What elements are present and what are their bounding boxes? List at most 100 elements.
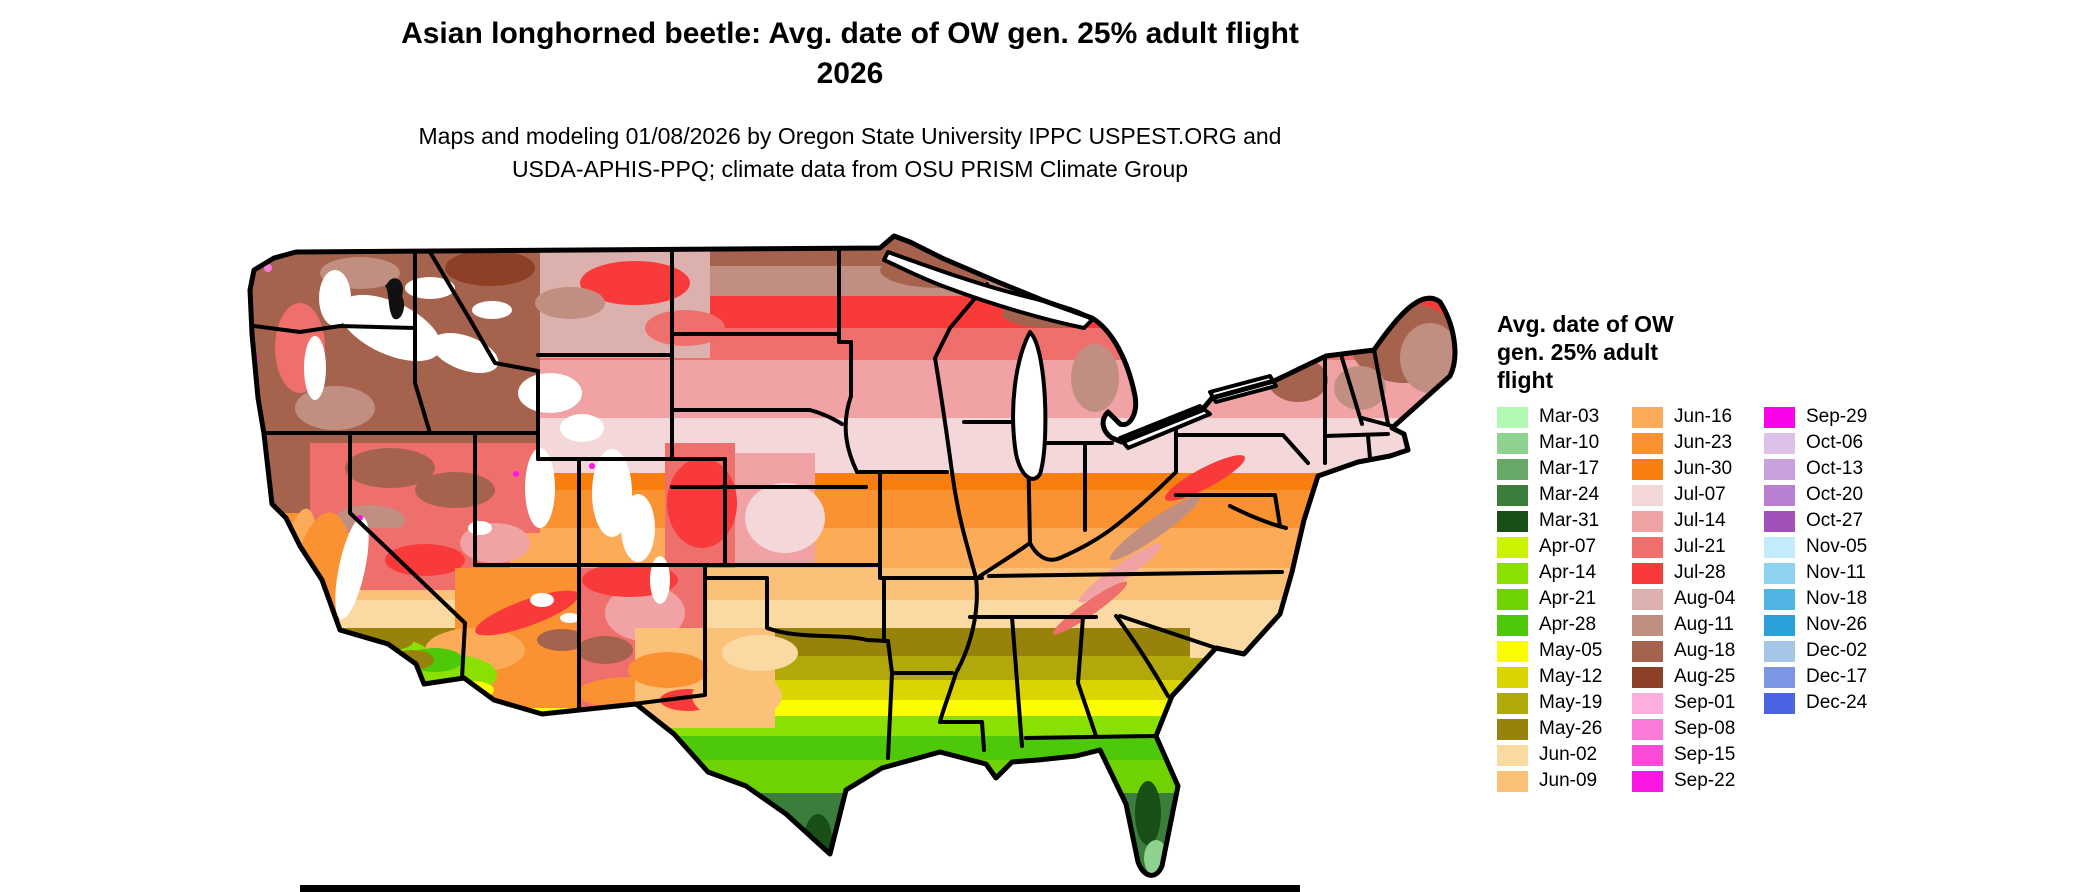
legend-item: Nov-05 — [1764, 534, 1896, 560]
legend-swatch — [1632, 536, 1663, 558]
legend-swatch — [1632, 718, 1663, 740]
legend-swatch — [1497, 536, 1528, 558]
legend-label: Mar-31 — [1539, 510, 1600, 531]
legend-item: Jun-30 — [1632, 456, 1764, 482]
legend-swatch — [1497, 484, 1528, 506]
legend-swatch — [1632, 484, 1663, 506]
legend-label: Jul-07 — [1674, 484, 1726, 505]
legend-swatch — [1497, 562, 1528, 584]
legend-swatch — [1497, 640, 1528, 662]
legend-swatch — [1497, 770, 1528, 792]
page-title: Asian longhorned beetle: Avg. date of OW… — [0, 14, 1700, 94]
legend-swatch — [1764, 562, 1795, 584]
legend-label: Apr-07 — [1539, 536, 1597, 557]
legend-swatch — [1632, 588, 1663, 610]
legend-item: Apr-21 — [1497, 586, 1629, 612]
legend-item: Sep-15 — [1632, 742, 1764, 768]
legend-item: May-19 — [1497, 690, 1629, 716]
legend-item: Oct-06 — [1764, 430, 1896, 456]
legend-label: Nov-05 — [1806, 536, 1868, 557]
legend-label: Jun-02 — [1539, 744, 1598, 765]
subtitle-line-1: Maps and modeling 01/08/2026 by Oregon S… — [418, 123, 1282, 149]
legend-item: Apr-14 — [1497, 560, 1629, 586]
map-bottom-border — [300, 885, 1300, 892]
legend-item: Aug-25 — [1632, 664, 1764, 690]
legend-item: Aug-11 — [1632, 612, 1764, 638]
legend-swatch — [1632, 562, 1663, 584]
legend-item: Sep-29 — [1764, 404, 1896, 430]
legend-label: Mar-03 — [1539, 406, 1600, 427]
legend-label: Sep-15 — [1674, 744, 1736, 765]
legend-column-3: Sep-29 Oct-06 Oct-13 Oct-20 Oct-27 Nov-05 Nov-… — [1764, 404, 1896, 716]
legend-swatch — [1632, 640, 1663, 662]
legend-label: Jun-16 — [1674, 406, 1733, 427]
legend-title-line-2: gen. 25% adult — [1497, 339, 1659, 365]
legend-swatch — [1764, 588, 1795, 610]
legend-title-line-3: flight — [1497, 367, 1554, 393]
legend-label: May-26 — [1539, 718, 1603, 739]
legend-item: Jul-21 — [1632, 534, 1764, 560]
legend-swatch — [1764, 406, 1795, 428]
legend-swatch — [1764, 614, 1795, 636]
legend-swatch — [1764, 458, 1795, 480]
legend-label: Aug-25 — [1674, 666, 1736, 687]
legend-item: Jun-02 — [1497, 742, 1629, 768]
legend-item: Sep-22 — [1632, 768, 1764, 794]
legend-label: Mar-24 — [1539, 484, 1600, 505]
legend-grid: Mar-03 Mar-10 Mar-17 Mar-24 Mar-31 Apr-07 Apr-… — [1497, 404, 1927, 804]
legend-swatch — [1632, 458, 1663, 480]
us-map — [247, 233, 1458, 878]
legend-label: Oct-27 — [1806, 510, 1864, 531]
legend-item: Aug-04 — [1632, 586, 1764, 612]
legend-label: Sep-01 — [1674, 692, 1736, 713]
legend-swatch — [1632, 614, 1663, 636]
legend-label: Nov-11 — [1806, 562, 1866, 583]
legend-swatch — [1764, 692, 1795, 714]
legend-label: May-05 — [1539, 640, 1603, 661]
legend-label: Jul-21 — [1674, 536, 1726, 557]
us-map-container — [240, 228, 1460, 888]
legend-title-line-1: Avg. date of OW — [1497, 311, 1674, 337]
legend-item: Jun-09 — [1497, 768, 1629, 794]
legend-swatch — [1497, 718, 1528, 740]
legend-item: Nov-18 — [1764, 586, 1896, 612]
legend-label: Jun-30 — [1674, 458, 1733, 479]
lake-superior — [882, 250, 1094, 330]
legend-swatch — [1632, 406, 1663, 428]
legend-item: May-05 — [1497, 638, 1629, 664]
legend-swatch — [1497, 458, 1528, 480]
legend-label: Apr-28 — [1539, 614, 1597, 635]
legend-swatch — [1764, 666, 1795, 688]
legend-label: Apr-21 — [1539, 588, 1597, 609]
subtitle-line-2: USDA-APHIS-PPQ; climate data from OSU PR… — [511, 156, 1189, 182]
legend-label: Sep-08 — [1674, 718, 1736, 739]
legend-label: Sep-22 — [1674, 770, 1736, 791]
title-line-1: Asian longhorned beetle: Avg. date of OW… — [401, 17, 1299, 50]
legend-label: Jul-14 — [1674, 510, 1726, 531]
legend-label: Dec-02 — [1806, 640, 1868, 661]
us-outline — [247, 233, 1458, 878]
legend-label: Aug-04 — [1674, 588, 1736, 609]
legend-item: Nov-26 — [1764, 612, 1896, 638]
legend-label: Sep-29 — [1806, 406, 1868, 427]
legend-label: Oct-13 — [1806, 458, 1864, 479]
legend-swatch — [1497, 406, 1528, 428]
state-borders — [252, 240, 1394, 760]
legend-swatch — [1764, 510, 1795, 532]
legend-swatch — [1497, 744, 1528, 766]
legend-item: Jul-14 — [1632, 508, 1764, 534]
legend-item: Dec-02 — [1764, 638, 1896, 664]
legend-item: Apr-07 — [1497, 534, 1629, 560]
legend-swatch — [1497, 432, 1528, 454]
legend-label: Mar-10 — [1539, 432, 1600, 453]
legend-label: Jul-28 — [1674, 562, 1726, 583]
legend-swatch — [1632, 744, 1663, 766]
legend-swatch — [1497, 666, 1528, 688]
great-lakes — [882, 250, 1278, 481]
legend-swatch — [1497, 614, 1528, 636]
legend-label: Oct-20 — [1806, 484, 1864, 505]
legend-item: Sep-01 — [1632, 690, 1764, 716]
page-subtitle: Maps and modeling 01/08/2026 by Oregon S… — [0, 120, 1700, 186]
legend-item: Jul-28 — [1632, 560, 1764, 586]
legend-label: May-12 — [1539, 666, 1603, 687]
